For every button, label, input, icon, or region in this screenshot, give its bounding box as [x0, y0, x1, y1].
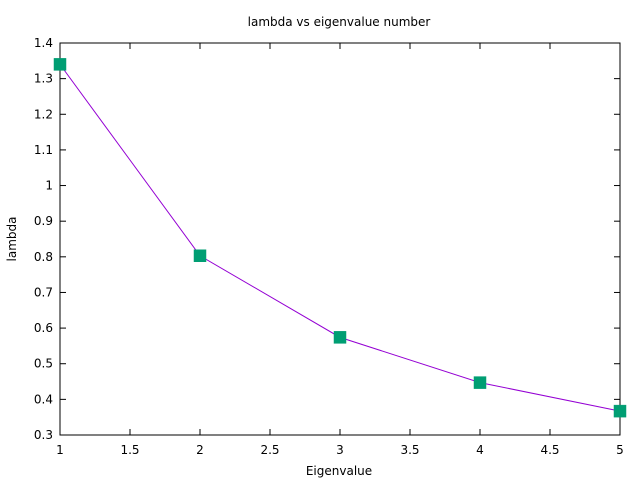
chart-title: lambda vs eigenvalue number [248, 15, 431, 29]
y-tick-label: 0.4 [34, 392, 53, 406]
data-point-marker [333, 331, 347, 344]
x-axis: 1 1.5 2 2.5 3 3.5 4 4.5 5 [56, 43, 624, 457]
data-point-marker [53, 58, 67, 71]
series-line [59, 64, 621, 412]
y-tick-label: 1.4 [34, 36, 53, 50]
y-tick-label: 0.8 [34, 250, 53, 264]
x-tick-label: 5 [616, 443, 624, 457]
x-tick-label: 1.5 [120, 443, 139, 457]
y-tick-label: 0.5 [34, 357, 53, 371]
y-tick-label: 0.7 [34, 285, 53, 299]
data-point-marker [613, 404, 627, 418]
y-tick-label: 0.6 [34, 321, 53, 335]
y-axis-title: lambda [5, 217, 19, 262]
data-point-marker [193, 249, 207, 262]
x-tick-label: 2 [196, 443, 204, 457]
x-tick-label: 4 [476, 443, 484, 457]
x-tick-label: 2.5 [260, 443, 279, 457]
data-point-marker [473, 376, 487, 389]
y-tick-label: 1 [45, 179, 53, 193]
plot-frame [59, 42, 621, 436]
y-tick-label: 1.2 [34, 107, 53, 121]
y-tick-label: 0.9 [34, 214, 53, 228]
series-layer [53, 58, 627, 418]
y-tick-label: 1.3 [34, 72, 53, 86]
x-tick-label: 3 [336, 443, 344, 457]
y-tick-label: 0.3 [34, 428, 53, 442]
y-tick-label: 1.1 [34, 143, 53, 157]
x-tick-label: 4.5 [540, 443, 559, 457]
y-axis: 0.3 0.4 0.5 0.6 0.7 0.8 0.9 1 1.1 1.2 1.3 1.4 [34, 36, 620, 442]
x-tick-label: 3.5 [400, 443, 419, 457]
x-axis-title: Eigenvalue [306, 464, 372, 478]
x-tick-label: 1 [56, 443, 64, 457]
